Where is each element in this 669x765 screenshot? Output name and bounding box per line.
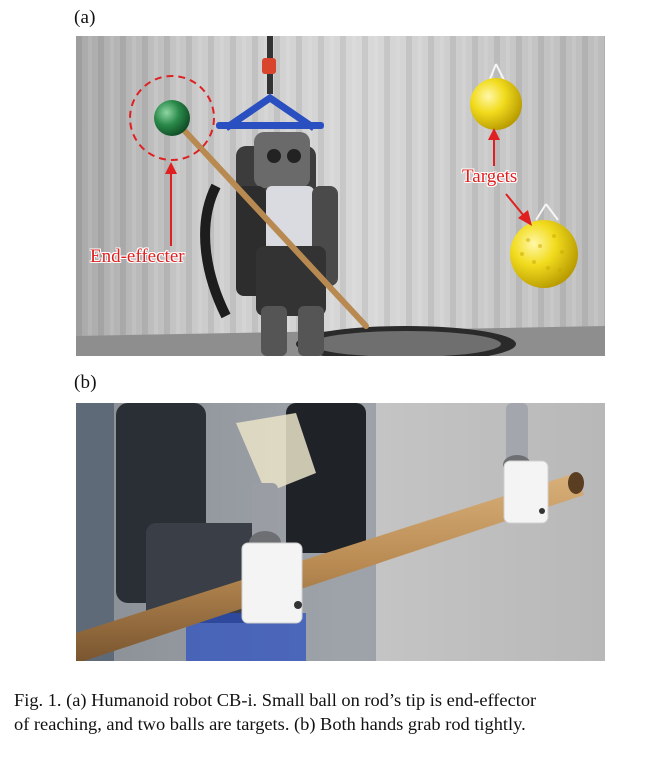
figure-caption: Fig. 1. (a) Humanoid robot CB-i. Small b…	[14, 688, 662, 736]
targets-annotation: Targets	[462, 166, 518, 187]
left-hand-clamp	[241, 542, 303, 624]
panel-b-label: (b)	[74, 372, 97, 393]
wooden-rod	[76, 473, 584, 661]
figure-photo-a: End-effecter Targets	[76, 36, 605, 356]
caption-line-2: of reaching, and two balls are targets. …	[14, 714, 526, 734]
end-effecter-annotation: End-effecter	[90, 246, 185, 267]
targets-arrow-down	[505, 193, 525, 217]
rod	[179, 125, 369, 329]
target-ball-upper	[470, 63, 522, 130]
end-effector-ball	[154, 100, 190, 136]
end-effector-highlight-circle	[129, 75, 215, 161]
robot-scene-illustration	[76, 36, 605, 356]
target-ball-lower	[510, 203, 578, 288]
figure-photo-b	[76, 403, 605, 661]
caption-line-1: Fig. 1. (a) Humanoid robot CB-i. Small b…	[14, 690, 537, 710]
right-hand-clamp	[503, 460, 549, 524]
hands-grabbing-rod-illustration	[76, 403, 605, 661]
panel-a-label: (a)	[74, 7, 96, 28]
